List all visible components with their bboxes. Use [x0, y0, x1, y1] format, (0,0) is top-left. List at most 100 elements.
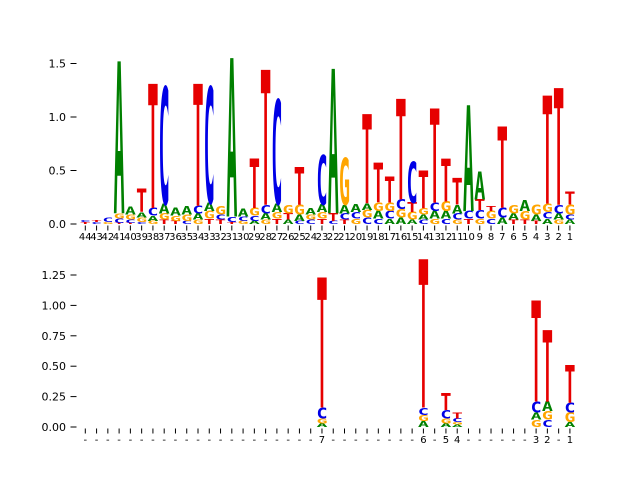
x-tick-label: -: [241, 435, 245, 446]
logo-letter-A: A: [497, 217, 508, 227]
x-tick-label: 10: [462, 232, 475, 243]
svg-text:C: C: [418, 219, 429, 226]
x-tick-label: 43: [90, 232, 103, 243]
logo-letter-T: T: [147, 50, 158, 248]
svg-text:G: G: [283, 203, 294, 217]
svg-text:C: C: [440, 218, 451, 226]
logo-letter-A: A: [328, 30, 339, 261]
logo-letter-A: A: [452, 424, 463, 428]
x-tick-label: 34: [192, 232, 205, 243]
svg-text:C: C: [102, 217, 113, 224]
svg-text:G: G: [249, 206, 260, 218]
logo-letter-G: G: [125, 213, 136, 221]
x-tick-label: -: [331, 435, 335, 446]
logo-letter-G: G: [249, 206, 260, 218]
logo-letter-T: T: [542, 66, 553, 239]
svg-text:A: A: [564, 219, 575, 226]
logo-letter-T: T: [474, 197, 485, 214]
logo-letter-G: G: [136, 217, 147, 224]
logo-letter-G: G: [418, 414, 429, 423]
logo-letter-T: T: [440, 149, 451, 216]
logo-letter-C: C: [553, 203, 564, 217]
x-tick-label: -: [500, 435, 504, 446]
logo-letter-C: C: [192, 204, 203, 216]
x-tick-label: 41: [113, 232, 126, 243]
logo-letter-A: A: [125, 205, 136, 217]
logo-letter-G: G: [429, 218, 440, 226]
svg-text:C: C: [564, 400, 575, 416]
x-tick-label: 31: [225, 232, 238, 243]
logo-letter-T: T: [80, 222, 91, 225]
svg-text:G: G: [440, 199, 451, 215]
logo-letter-T: T: [452, 171, 463, 214]
svg-text:G: G: [384, 200, 395, 214]
svg-text:C: C: [125, 219, 136, 224]
svg-text:G: G: [542, 409, 553, 423]
svg-text:T: T: [508, 219, 519, 226]
logo-letter-A: A: [305, 207, 316, 217]
logo-letter-C: C: [260, 203, 271, 217]
svg-text:T: T: [136, 184, 147, 221]
logo-letter-C: C: [238, 216, 249, 223]
logo-letter-G: G: [485, 209, 496, 221]
x-tick-label: -: [365, 435, 369, 446]
x-tick-label: 20: [349, 232, 362, 243]
x-tick-label: 18: [372, 232, 385, 243]
logo-letter-C: C: [429, 200, 440, 214]
svg-text:A: A: [531, 411, 542, 423]
svg-text:T: T: [328, 211, 339, 223]
top-y-axis: 0.0 0.5 1.0 1.5: [49, 58, 77, 231]
svg-text:A: A: [418, 420, 430, 429]
top-x-axis: 4443424140393837363534333231302928272625…: [79, 225, 573, 243]
svg-text:A: A: [204, 200, 216, 214]
y-tick-label: 0.75: [42, 330, 67, 343]
logo-letter-G: G: [316, 418, 327, 426]
svg-text:G: G: [181, 213, 192, 223]
logo-letter-A: A: [418, 213, 430, 221]
svg-text:G: G: [147, 220, 158, 225]
svg-text:A: A: [474, 165, 485, 210]
svg-text:C: C: [553, 203, 564, 217]
x-tick-label: -: [309, 435, 313, 446]
svg-text:T: T: [204, 218, 215, 226]
logo-letter-G: G: [147, 220, 158, 225]
logo-letter-A: A: [452, 203, 464, 217]
logo-letter-A: A: [519, 198, 530, 215]
logo-letter-C: C: [102, 217, 113, 224]
logo-letter-T: T: [553, 56, 564, 243]
svg-text:A: A: [316, 203, 327, 215]
x-tick-label: 4: [533, 232, 539, 243]
svg-text:C: C: [305, 219, 316, 226]
x-tick-label: -: [174, 435, 178, 446]
logo-letter-G: G: [452, 422, 463, 426]
logo-letter-A: A: [553, 212, 564, 222]
logo-letter-T: T: [328, 211, 339, 223]
x-tick-label: 3: [544, 232, 550, 243]
logo-letter-T: T: [384, 170, 395, 211]
logo-letter-T: T: [91, 219, 102, 222]
logo-letter-G: G: [440, 199, 451, 215]
logo-letter-C: C: [542, 418, 553, 430]
x-tick-label: 5: [522, 232, 528, 243]
svg-text:C: C: [114, 218, 125, 225]
svg-text:G: G: [407, 210, 418, 222]
x-tick-label: 36: [169, 232, 182, 243]
x-tick-label: 33: [203, 232, 216, 243]
x-tick-label: -: [275, 435, 279, 446]
logo-letter-C: C: [147, 206, 158, 218]
logo-letter-A: A: [463, 78, 474, 246]
svg-text:G: G: [395, 207, 406, 221]
x-tick-label: -: [433, 435, 437, 446]
logo-letter-G: G: [452, 219, 463, 226]
